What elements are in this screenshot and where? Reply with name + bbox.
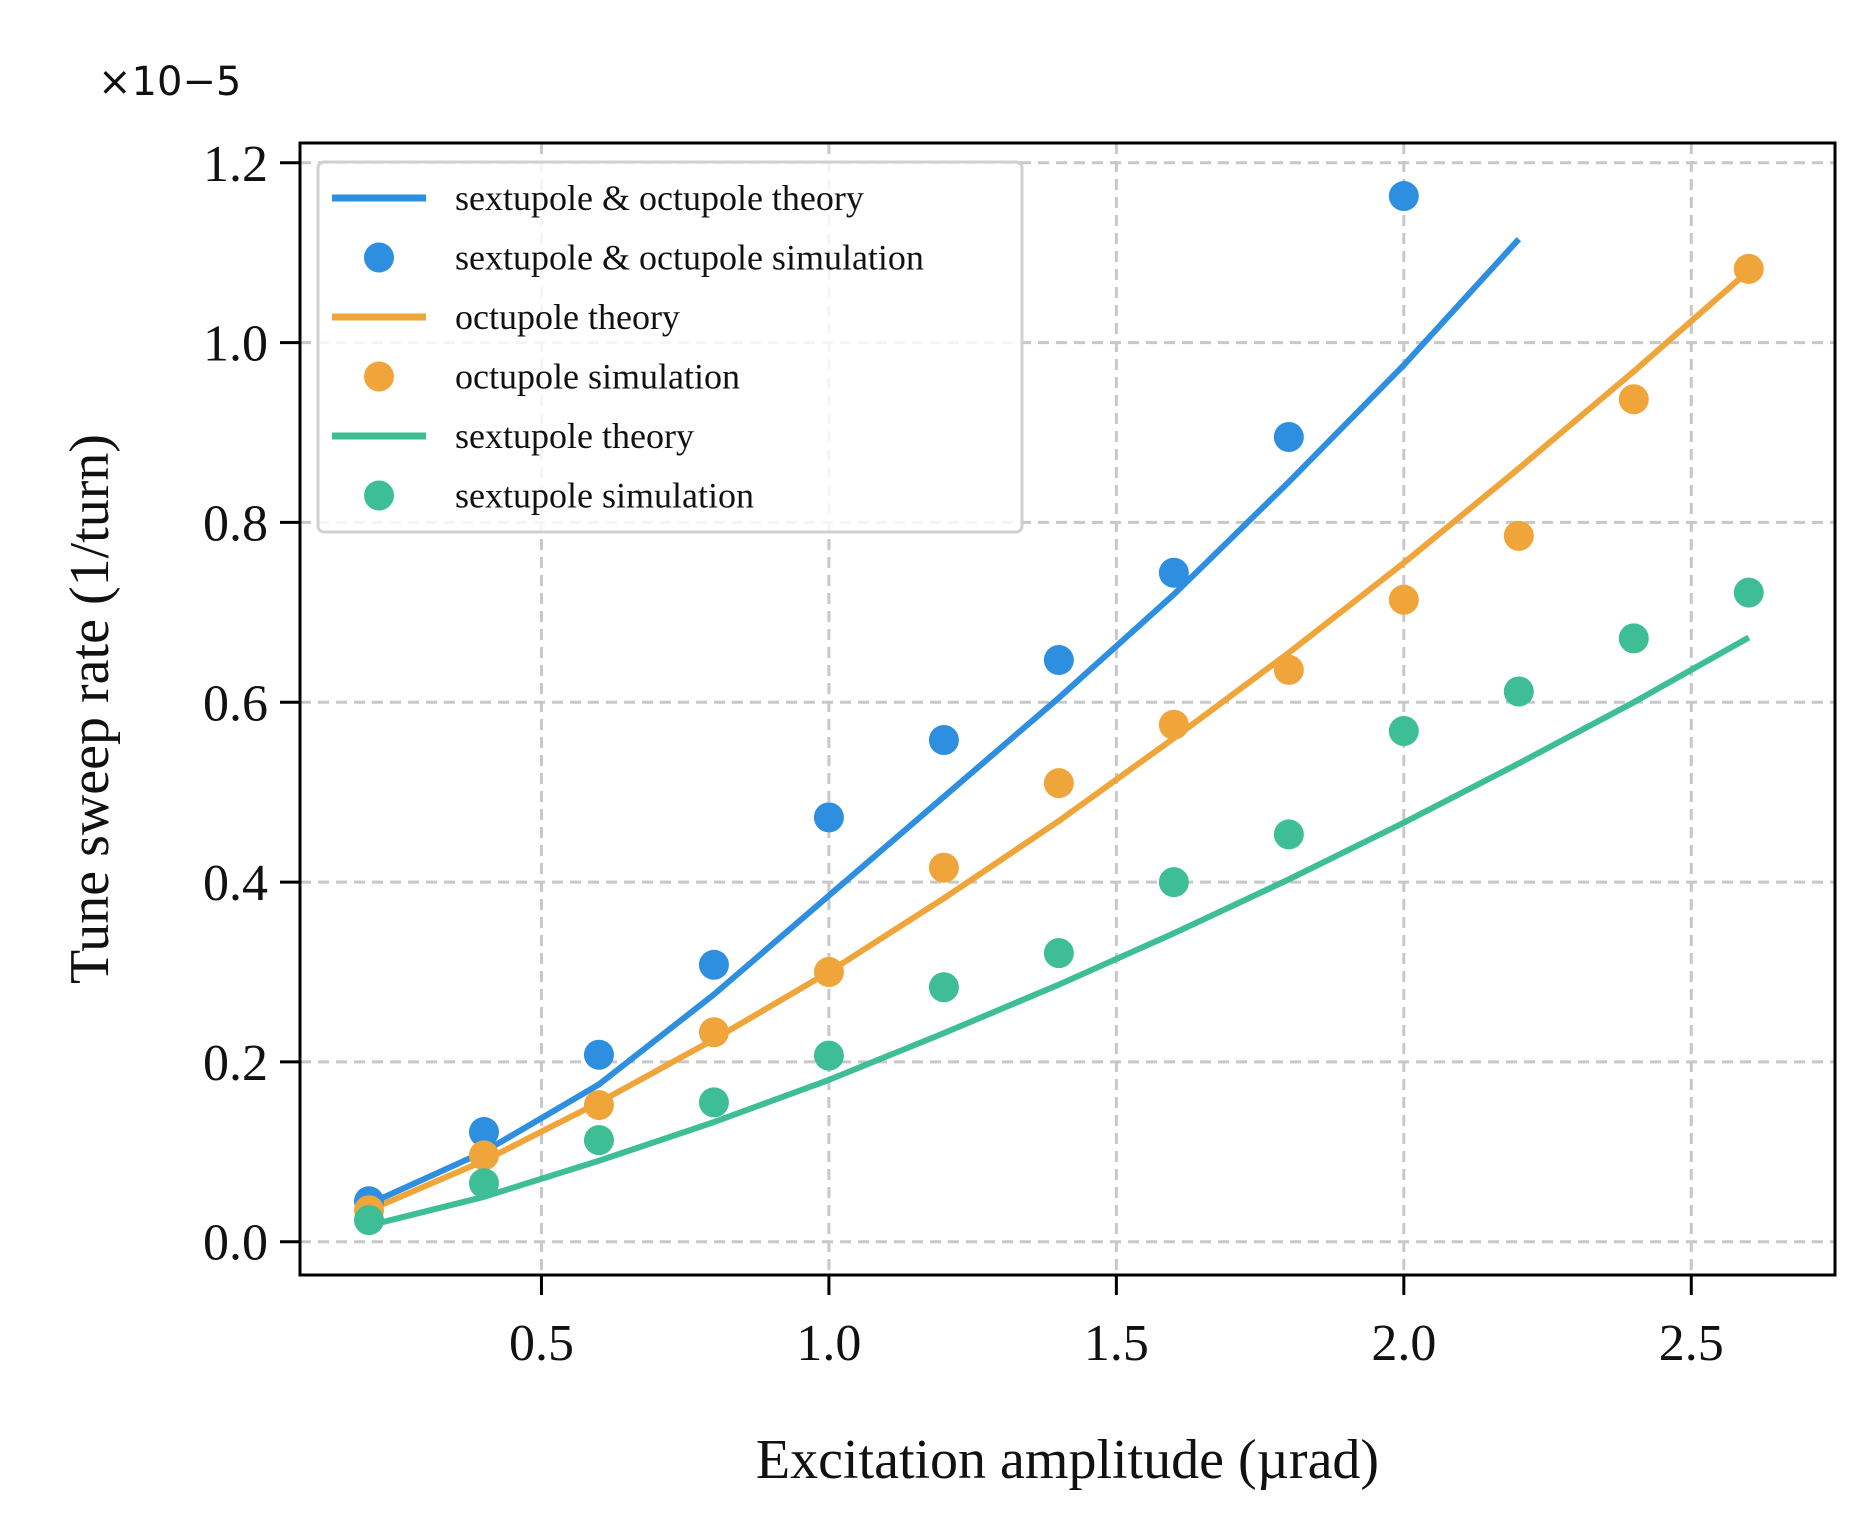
series-point-5 <box>1733 577 1764 608</box>
y-tick-label: 0.6 <box>203 675 268 732</box>
series-point-5 <box>353 1205 384 1236</box>
series-point-5 <box>1503 676 1534 707</box>
x-tick-label: 1.5 <box>1084 1315 1149 1372</box>
y-tick-label: 0.2 <box>203 1035 268 1092</box>
tick-layer: 0.5 1.0 1.5 2.0 2.5 0.0 0.2 0.4 0.6 0.8 1.0 1.2 <box>203 136 1724 1372</box>
legend-label: octupole simulation <box>455 357 740 397</box>
series-point-5 <box>1388 716 1419 747</box>
legend-label: sextupole & octupole theory <box>455 178 864 218</box>
series-point-1 <box>1273 422 1304 453</box>
series-point-5 <box>698 1087 729 1118</box>
series-point-3 <box>1733 253 1764 284</box>
series-point-1 <box>813 802 844 833</box>
series-point-1 <box>698 949 729 980</box>
y-tick-label: 0.4 <box>203 855 268 912</box>
legend-label: sextupole & octupole simulation <box>455 238 924 278</box>
series-layer <box>353 181 1764 1236</box>
series-point-3 <box>1158 709 1189 740</box>
series-point-5 <box>1158 867 1189 898</box>
series-point-3 <box>813 956 844 987</box>
y-tick-label: 1.2 <box>203 136 268 193</box>
series-point-3 <box>1388 584 1419 615</box>
legend: sextupole & octupole theory sextupole & o… <box>316 160 1024 534</box>
series-point-5 <box>813 1040 844 1071</box>
series-point-1 <box>1043 644 1074 675</box>
series-line-0 <box>367 237 1522 1207</box>
series-point-5 <box>1273 819 1304 850</box>
series-point-1 <box>1388 181 1419 212</box>
x-axis-label: Excitation amplitude (µrad) <box>756 1429 1379 1491</box>
legend-label: octupole theory <box>455 297 680 337</box>
series-point-5 <box>1043 938 1074 969</box>
x-tick-label: 0.5 <box>509 1315 574 1372</box>
series-point-3 <box>1503 520 1534 551</box>
series-point-5 <box>928 972 959 1003</box>
series-line-4 <box>368 634 1751 1229</box>
series-point-1 <box>1158 557 1189 588</box>
y-tick-label: 0.8 <box>203 495 268 552</box>
series-point-3 <box>928 852 959 883</box>
y-tick-label: 1.0 <box>203 316 268 373</box>
legend-label: sextupole theory <box>455 416 694 456</box>
y-scale-offset-label: ×10−5 <box>98 59 241 105</box>
series-point-1 <box>928 725 959 756</box>
series-point-1 <box>583 1039 614 1070</box>
y-axis-label: Tune sweep rate (1/turn) <box>59 434 121 984</box>
series-point-3 <box>1273 654 1304 685</box>
plot-frame <box>298 141 1837 1277</box>
series-point-3 <box>1618 384 1649 415</box>
series-point-5 <box>468 1168 499 1199</box>
series-point-3 <box>468 1140 499 1171</box>
series-point-1 <box>468 1117 499 1148</box>
series-point-5 <box>1618 623 1649 654</box>
legend-label: sextupole simulation <box>455 476 754 516</box>
x-tick-label: 2.5 <box>1659 1315 1724 1372</box>
x-tick-label: 1.0 <box>796 1315 861 1372</box>
x-tick-label: 2.0 <box>1371 1315 1436 1372</box>
legend-marker-swatch <box>364 480 394 511</box>
series-point-3 <box>583 1090 614 1121</box>
legend-frame <box>316 160 1024 534</box>
series-point-3 <box>698 1017 729 1048</box>
legend-marker-swatch <box>364 242 394 273</box>
series-point-3 <box>1043 768 1074 799</box>
legend-marker-swatch <box>364 361 394 392</box>
series-point-5 <box>583 1125 614 1156</box>
y-tick-label: 0.0 <box>203 1215 268 1272</box>
